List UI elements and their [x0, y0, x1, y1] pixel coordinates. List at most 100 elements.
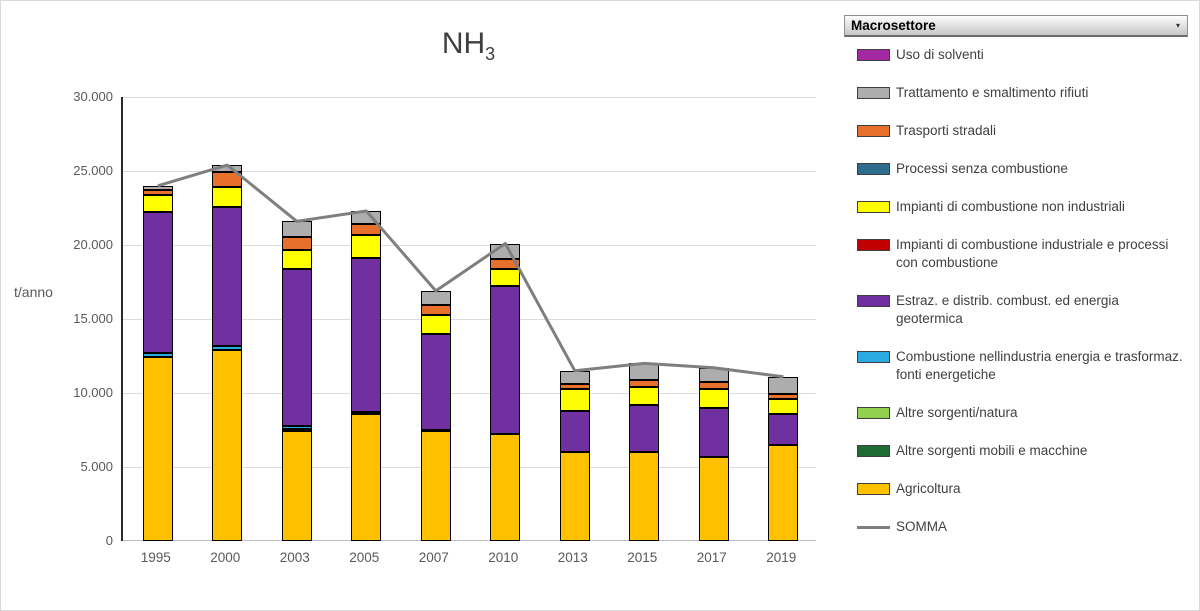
- legend-item[interactable]: Agricoltura: [857, 480, 1188, 498]
- bar-segment-2017[interactable]: [698, 367, 729, 382]
- x-tick-label-2017: 2017: [696, 550, 727, 565]
- legend-item[interactable]: Estraz. e distrib. combust. ed energia g…: [857, 292, 1188, 328]
- bar-segment-2013[interactable]: [559, 384, 590, 390]
- bar-segment-2019[interactable]: [768, 444, 799, 541]
- y-tick-label: 0: [105, 533, 113, 548]
- legend-color-swatch: [857, 445, 890, 457]
- bar-segment-2003[interactable]: [281, 429, 312, 432]
- x-tick-label-2013: 2013: [557, 550, 588, 565]
- legend-line-swatch: [857, 526, 890, 529]
- bar-segment-2003[interactable]: [281, 221, 312, 237]
- bar-segment-2013[interactable]: [559, 389, 590, 411]
- legend-item[interactable]: Combustione nellindustria energia e tras…: [857, 348, 1188, 384]
- legend-item[interactable]: Impianti di combustione non industriali: [857, 198, 1188, 216]
- chart-title-subscript: 3: [485, 44, 496, 64]
- chevron-down-icon: ▾: [1175, 21, 1180, 30]
- legend-item[interactable]: Altre sorgenti mobili e macchine: [857, 442, 1188, 460]
- legend-label: Impianti di combustione industriale e pr…: [896, 237, 1169, 270]
- legend-color-swatch: [857, 239, 890, 251]
- bar-segment-1995[interactable]: [142, 353, 173, 358]
- x-tick-label-2007: 2007: [418, 550, 449, 565]
- bar-segment-2003[interactable]: [281, 431, 312, 541]
- legend-item[interactable]: SOMMA: [857, 518, 1188, 536]
- bar-segment-2013[interactable]: [559, 452, 590, 541]
- bar-segment-2017[interactable]: [698, 381, 729, 389]
- bar-segment-2010[interactable]: [490, 243, 521, 260]
- legend-color-swatch: [857, 483, 890, 495]
- bar-segment-2017[interactable]: [698, 407, 729, 457]
- legend-label: Trattamento e smaltimento rifiuti: [896, 85, 1089, 100]
- bar-segment-2013[interactable]: [559, 410, 590, 453]
- bar-segment-2000[interactable]: [212, 345, 243, 351]
- bar-segment-2005[interactable]: [351, 413, 382, 541]
- legend-color-swatch: [857, 125, 890, 137]
- bar-segment-2010[interactable]: [490, 286, 521, 435]
- bar-segment-2017[interactable]: [698, 456, 729, 541]
- legend-item[interactable]: Altre sorgenti/natura: [857, 404, 1188, 422]
- bar-segment-2019[interactable]: [768, 376, 799, 394]
- bar-segment-2013[interactable]: [559, 370, 590, 385]
- macrosettore-dropdown[interactable]: Macrosettore ▾: [844, 15, 1188, 37]
- gridline: [123, 97, 816, 98]
- bar-segment-2000[interactable]: [212, 165, 243, 172]
- y-tick-label: 20.000: [73, 237, 113, 252]
- bar-segment-2010[interactable]: [490, 269, 521, 287]
- bar-segment-2000[interactable]: [212, 186, 243, 207]
- bar-segment-2000[interactable]: [212, 171, 243, 187]
- bar-segment-1995[interactable]: [142, 357, 173, 541]
- bar-segment-2007[interactable]: [420, 290, 451, 305]
- legend-label: Trasporti stradali: [896, 123, 997, 138]
- bar-segment-2003[interactable]: [281, 250, 312, 269]
- bar-segment-2007[interactable]: [420, 304, 451, 316]
- bar-segment-2003[interactable]: [281, 425, 312, 430]
- bar-segment-2017[interactable]: [698, 388, 729, 408]
- legend-color-swatch: [857, 201, 890, 213]
- x-tick-label-1995: 1995: [140, 550, 171, 565]
- bar-segment-2000[interactable]: [212, 206, 243, 346]
- bar-segment-2005[interactable]: [351, 235, 382, 259]
- bar-segment-2019[interactable]: [768, 393, 799, 399]
- bar-segment-2019[interactable]: [768, 413, 799, 445]
- y-tick-label: 5.000: [80, 459, 113, 474]
- bar-segment-2015[interactable]: [629, 380, 660, 388]
- y-tick-label: 30.000: [73, 89, 113, 104]
- legend-label: Altre sorgenti mobili e macchine: [896, 443, 1088, 458]
- bar-segment-1995[interactable]: [142, 212, 173, 354]
- legend-item[interactable]: Trattamento e smaltimento rifiuti: [857, 84, 1188, 102]
- bar-segment-2010[interactable]: [490, 259, 521, 270]
- somma-line[interactable]: [157, 163, 784, 379]
- legend-color-swatch: [857, 407, 890, 419]
- legend-item[interactable]: Impianti di combustione industriale e pr…: [857, 236, 1188, 272]
- x-tick-label-2010: 2010: [488, 550, 519, 565]
- bar-segment-2015[interactable]: [629, 363, 660, 381]
- bar-segment-1995[interactable]: [142, 185, 173, 190]
- bar-segment-2005[interactable]: [351, 258, 382, 413]
- bar-segment-2010[interactable]: [490, 434, 521, 541]
- bar-segment-2005[interactable]: [351, 223, 382, 236]
- legend-panel: Macrosettore ▾ Uso di solventi Trattament…: [844, 15, 1188, 536]
- legend-item[interactable]: Processi senza combustione: [857, 160, 1188, 178]
- gridline: [123, 467, 816, 468]
- bar-segment-1995[interactable]: [142, 195, 173, 213]
- legend-item[interactable]: Uso di solventi: [857, 46, 1188, 64]
- bar-segment-2007[interactable]: [420, 431, 451, 541]
- bar-segment-2015[interactable]: [629, 404, 660, 453]
- bar-segment-2007[interactable]: [420, 333, 451, 430]
- bar-segment-2015[interactable]: [629, 452, 660, 541]
- chart-title: NH3: [121, 27, 816, 65]
- y-tick-label: 10.000: [73, 385, 113, 400]
- bar-segment-2007[interactable]: [420, 315, 451, 334]
- bar-segment-2005[interactable]: [351, 210, 382, 224]
- legend-color-swatch: [857, 295, 890, 307]
- legend-label: SOMMA: [896, 519, 948, 534]
- bar-segment-2019[interactable]: [768, 398, 799, 414]
- legend-item[interactable]: Trasporti stradali: [857, 122, 1188, 140]
- legend-label: Impianti di combustione non industriali: [896, 199, 1125, 214]
- bar-segment-2003[interactable]: [281, 268, 312, 426]
- bar-segment-2003[interactable]: [281, 236, 312, 251]
- plot-area: [121, 97, 816, 541]
- bar-segment-1995[interactable]: [142, 189, 173, 196]
- bar-segment-2000[interactable]: [212, 350, 243, 541]
- bar-segment-2015[interactable]: [629, 387, 660, 405]
- y-axis-title: t/anno: [14, 284, 53, 300]
